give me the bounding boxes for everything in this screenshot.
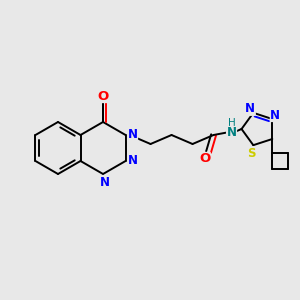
Text: N: N xyxy=(128,154,137,167)
Text: O: O xyxy=(98,89,109,103)
Text: H: H xyxy=(228,118,236,128)
Text: S: S xyxy=(247,147,256,160)
Text: N: N xyxy=(270,109,280,122)
Text: N: N xyxy=(128,128,137,142)
Text: N: N xyxy=(100,176,110,188)
Text: N: N xyxy=(226,127,236,140)
Text: O: O xyxy=(199,152,210,166)
Text: N: N xyxy=(245,102,255,115)
